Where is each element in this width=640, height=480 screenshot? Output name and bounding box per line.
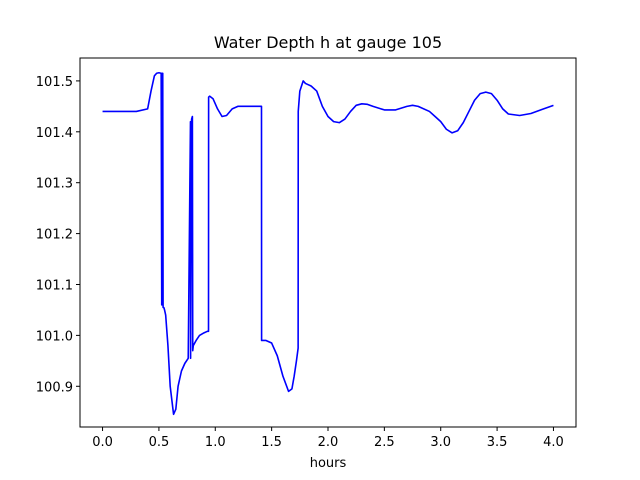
y-tick-label: 101.3	[36, 177, 73, 192]
x-tick-label: 1.5	[261, 435, 282, 450]
x-tick-label: 3.5	[487, 435, 508, 450]
x-tick-label: 0.0	[92, 435, 113, 450]
x-tick-label: 0.5	[149, 435, 170, 450]
x-tick-label: 3.0	[430, 435, 451, 450]
x-tick-label: 1.0	[205, 435, 226, 450]
tick-marks: 0.0 0.5 1.0 1.5 2.0 2.5 3.0 3.5 4.0 100.9 101.0 101…	[36, 75, 564, 450]
y-tick-label: 101.2	[36, 228, 73, 243]
x-tick-label: 2.5	[374, 435, 395, 450]
y-tick-label: 101.0	[36, 329, 73, 344]
x-tick-label: 2.0	[318, 435, 339, 450]
plot-area	[102, 71, 554, 416]
x-axis-label: hours	[310, 456, 347, 471]
x-tick-label: 4.0	[543, 435, 564, 450]
series-line-0	[102, 71, 554, 416]
chart-title: Water Depth h at gauge 105	[214, 33, 442, 52]
y-tick-label: 100.9	[36, 380, 73, 395]
y-tick-label: 101.1	[36, 278, 73, 293]
y-tick-label: 101.4	[36, 126, 73, 141]
y-tick-label: 101.5	[36, 75, 73, 90]
